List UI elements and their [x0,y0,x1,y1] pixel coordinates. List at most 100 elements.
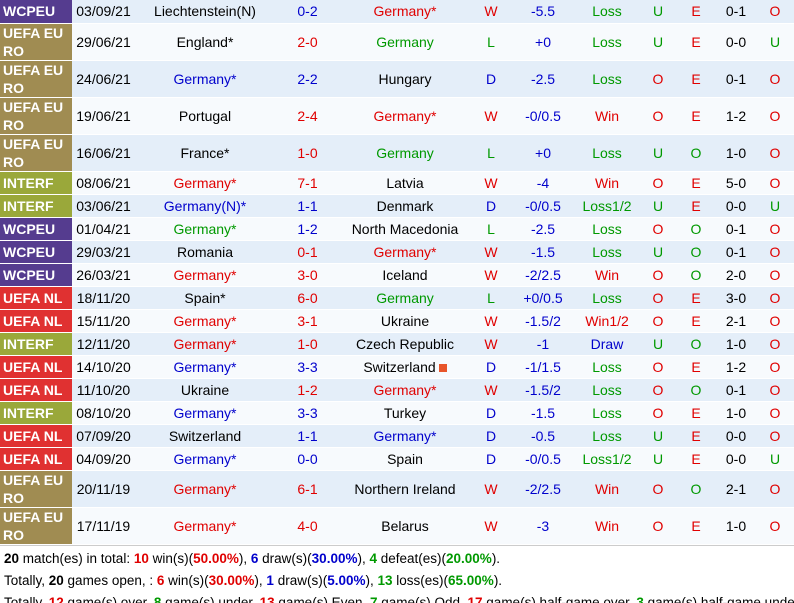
match-row: UEFA EURO 16/06/21 France* 1-0 Germany L +0 Los… [0,134,794,172]
competition: WCPEU [0,0,72,24]
away-team: Germany* [340,378,470,402]
half-over-under: O [756,134,794,172]
home-team: Germany* [135,332,275,356]
over-under: U [640,0,676,24]
competition: INTERF [0,401,72,425]
home-team: Germany* [135,263,275,287]
half-score: 2-1 [716,309,756,333]
match-row: INTERF 08/10/20 Germany* 3-3 Turkey D -1.5 Loss… [0,401,794,425]
score: 0-0 [275,447,340,471]
away-team: Latvia [340,171,470,195]
half-score: 0-1 [716,60,756,98]
half-over-under: O [756,171,794,195]
score: 1-2 [275,217,340,241]
summary-count: 65.00% [448,572,494,588]
summary-text: draw(s)( [273,572,328,588]
half-over-under: O [756,60,794,98]
match-row: UEFA EURO 17/11/19 Germany* 4-0 Belarus W -3 Wi… [0,507,794,545]
handicap: +0/0.5 [512,286,574,310]
summary-text: ). [493,572,503,588]
away-team: Germany* [340,424,470,448]
home-team: Portugal [135,97,275,135]
score: 1-0 [275,134,340,172]
handicap: -0/0.5 [512,97,574,135]
date: 16/06/21 [72,134,135,172]
handicap: -1/1.5 [512,355,574,379]
competition: UEFA NL [0,309,72,333]
score: 3-1 [275,309,340,333]
match-table: WCPEU 03/09/21 Liechtenstein(N) 0-2 Germany*… [0,0,794,545]
result: W [470,309,512,333]
handicap-result: Loss [574,240,640,264]
match-row: UEFA NL 15/11/20 Germany* 3-1 Ukraine W -1.5/2… [0,309,794,333]
over-under: O [640,97,676,135]
summary-line: 20 match(es) in total: 10 win(s)(50.00%)… [4,549,794,571]
over-under: O [640,217,676,241]
score: 0-2 [275,0,340,24]
half-score: 0-0 [716,194,756,218]
match-row: UEFA EURO 20/11/19 Germany* 6-1 Northern Ire… [0,470,794,508]
match-rows: WCPEU 03/09/21 Liechtenstein(N) 0-2 Germany*… [0,0,794,545]
competition: UEFA EURO [0,97,72,135]
handicap-result: Loss [574,286,640,310]
score: 3-3 [275,401,340,425]
handicap-result: Loss [574,424,640,448]
half-over-under: O [756,507,794,545]
half-score: 0-0 [716,424,756,448]
date: 03/06/21 [72,194,135,218]
score: 4-0 [275,507,340,545]
half-score: 1-0 [716,134,756,172]
odd-even: O [676,332,716,356]
summary-count: 50.00% [193,550,239,566]
result: L [470,134,512,172]
odd-even: E [676,309,716,333]
home-team: Romania [135,240,275,264]
summary-text: ), [238,550,251,566]
summary-count: 30.00% [311,550,358,566]
summary-text: game(s) over, [63,594,154,603]
date: 01/04/21 [72,217,135,241]
odd-even: E [676,97,716,135]
date: 26/03/21 [72,263,135,287]
odd-even: E [676,60,716,98]
over-under: U [640,424,676,448]
summary-count: 20 [4,550,20,566]
handicap: -2.5 [512,60,574,98]
away-team: Denmark [340,194,470,218]
over-under: U [640,134,676,172]
match-row: UEFA NL 18/11/20 Spain* 6-0 Germany L +0/0.5 Lo… [0,286,794,310]
summary-line: Totally, 20 games open, : 6 win(s)(30.00… [4,571,794,593]
score: 1-1 [275,194,340,218]
summary-text: game(s) Odd, [377,594,468,603]
result: L [470,23,512,61]
over-under: O [640,507,676,545]
half-over-under: O [756,0,794,24]
over-under: O [640,263,676,287]
home-team: England* [135,23,275,61]
handicap: -2.5 [512,217,574,241]
over-under: O [640,60,676,98]
handicap: -1.5/2 [512,378,574,402]
competition: WCPEU [0,240,72,264]
handicap: -3 [512,507,574,545]
half-over-under: O [756,217,794,241]
summary-text: game(s) Even, [274,594,370,603]
handicap: -1.5/2 [512,309,574,333]
odd-even: E [676,401,716,425]
match-row: UEFA NL 07/09/20 Switzerland 1-1 Germany* D -0… [0,424,794,448]
result: W [470,332,512,356]
handicap: -1.5 [512,240,574,264]
score: 1-0 [275,332,340,356]
score: 1-1 [275,424,340,448]
handicap: -2/2.5 [512,263,574,287]
competition: WCPEU [0,263,72,287]
home-team: Germany(N)* [135,194,275,218]
odd-even: O [676,217,716,241]
competition: UEFA EURO [0,60,72,98]
over-under: U [640,194,676,218]
home-team: Germany* [135,171,275,195]
result: W [470,507,512,545]
competition: UEFA EURO [0,23,72,61]
score: 1-2 [275,378,340,402]
